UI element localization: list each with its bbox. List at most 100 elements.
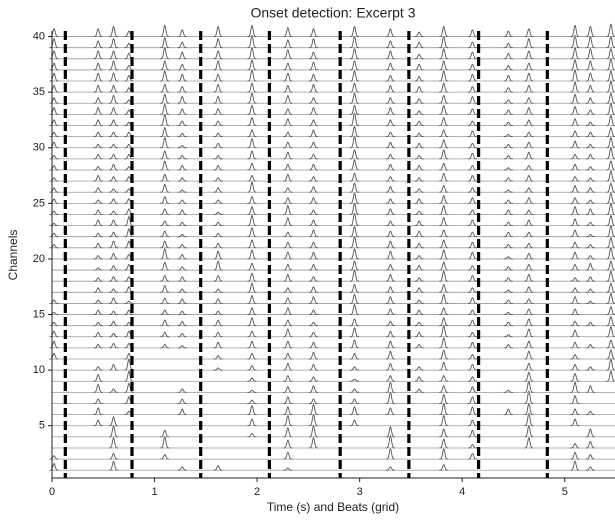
onset-peak (93, 153, 103, 160)
onset-peak (308, 241, 319, 249)
onset-peak (213, 83, 223, 93)
onset-peak (247, 307, 257, 315)
onset-peak (213, 199, 223, 204)
onset-peak (524, 72, 534, 82)
onset-peak (49, 38, 59, 49)
onset-peak (177, 253, 187, 260)
onset-peak (308, 83, 319, 93)
onset-peak (585, 84, 595, 93)
onset-peak (606, 247, 615, 260)
onset-peak (606, 160, 615, 171)
onset-peak (160, 319, 170, 327)
onset-peak (247, 227, 257, 238)
onset-peak (213, 355, 223, 360)
onset-peak (385, 448, 395, 460)
onset-peak (606, 306, 615, 315)
onset-peak (283, 386, 293, 393)
onset-peak (467, 120, 477, 126)
onset-peak (93, 321, 103, 327)
onset-peak (570, 34, 580, 49)
onset-peak (49, 107, 59, 115)
onset-peak (283, 217, 293, 227)
onset-peak (124, 300, 134, 304)
onset-peak (524, 151, 534, 160)
onset-peak (385, 320, 395, 327)
onset-peak (177, 155, 187, 160)
onset-peak (524, 362, 534, 371)
onset-peak (385, 107, 395, 115)
onset-peak (385, 208, 395, 215)
onset-peak (414, 376, 424, 382)
onset-peak (49, 50, 59, 60)
onset-peak (439, 283, 449, 293)
onset-peak (524, 141, 534, 149)
onset-peak (93, 107, 103, 115)
onset-peak (177, 132, 187, 138)
onset-peak (160, 331, 170, 338)
onset-peak (308, 28, 319, 38)
onset-peak (439, 361, 449, 371)
onset-peak (177, 63, 187, 71)
onset-peak (109, 210, 119, 215)
onset-peak (49, 321, 59, 327)
onset-peak (585, 121, 595, 126)
onset-peak (213, 60, 223, 71)
onset-peak (160, 309, 170, 315)
onset-peak (247, 117, 257, 126)
onset-peak (213, 250, 223, 260)
onset-peak (606, 114, 615, 126)
onset-peak (414, 210, 424, 215)
onset-peak (93, 255, 103, 260)
onset-peak (524, 219, 534, 227)
x-tick-label: 0 (49, 486, 55, 498)
onset-peak (503, 299, 513, 304)
onset-peak (439, 204, 449, 215)
onset-peak (93, 299, 103, 304)
onset-peak (49, 455, 59, 460)
onset-peak (524, 197, 534, 204)
onset-peak (606, 48, 615, 60)
onset-peak (308, 341, 319, 349)
onset-peak (414, 188, 424, 193)
onset-peak (350, 236, 360, 249)
onset-peak (160, 285, 170, 293)
onset-peak (570, 163, 580, 171)
onset-peak (349, 25, 360, 38)
onset-peak (177, 41, 187, 49)
onset-peak (585, 25, 595, 38)
onset-peak (385, 426, 395, 438)
onset-peak (109, 94, 119, 104)
onset-peak (213, 38, 223, 49)
onset-peak (585, 97, 595, 104)
onset-peak (414, 265, 424, 271)
y-tick-label: 30 (33, 142, 45, 154)
onset-peak (160, 297, 170, 304)
onset-peak (247, 239, 257, 249)
onset-peak (177, 266, 187, 271)
onset-peak (439, 129, 449, 138)
onset-peak (93, 50, 103, 60)
onset-peak (160, 275, 170, 282)
onset-peak (109, 72, 119, 82)
onset-peak (213, 120, 223, 126)
onset-peak (503, 30, 513, 38)
onset-peak (308, 331, 319, 338)
onset-peak (350, 388, 360, 393)
onset-peak (585, 244, 595, 249)
onset-peak (283, 263, 293, 271)
onset-peak (467, 187, 477, 193)
onset-peak (177, 209, 187, 215)
onset-peak (160, 46, 170, 60)
onset-peak (570, 176, 580, 182)
onset-peak (524, 175, 534, 182)
onset-peak (585, 72, 595, 82)
onset-peak (570, 354, 580, 360)
onset-peak (247, 365, 257, 371)
x-tick-label: 4 (459, 486, 465, 498)
onset-peak (93, 28, 103, 38)
onset-peak (177, 276, 187, 282)
onset-peak (350, 293, 360, 304)
onset-peak (503, 277, 513, 282)
onset-peak (570, 372, 580, 382)
onset-peak (439, 337, 449, 349)
